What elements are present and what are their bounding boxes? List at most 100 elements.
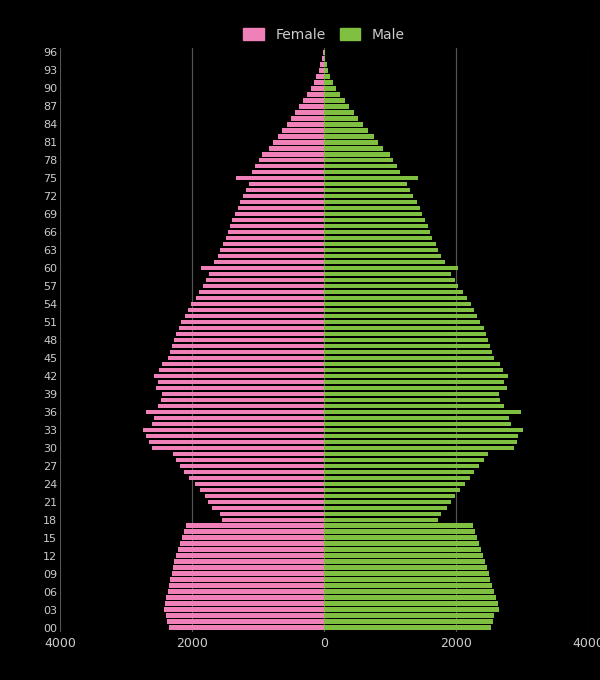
Bar [324,344,490,348]
Bar [324,284,458,288]
Bar [324,266,458,271]
Bar [176,332,324,336]
Bar [324,601,497,606]
Bar [307,92,324,97]
Bar [146,409,324,414]
Bar [324,517,437,522]
Bar [324,505,448,510]
Bar [188,308,324,312]
Bar [184,470,324,474]
Bar [179,326,324,330]
Bar [324,116,358,120]
Bar [324,583,493,588]
Legend: Female, Male: Female, Male [238,22,410,48]
Bar [324,236,432,241]
Bar [252,170,324,175]
Bar [324,541,479,546]
Bar [196,296,324,301]
Bar [214,260,324,265]
Bar [324,404,503,408]
Bar [324,530,475,534]
Bar [324,445,514,450]
Bar [324,176,418,180]
Bar [299,104,324,109]
Bar [181,320,324,324]
Bar [303,98,324,103]
Bar [324,80,333,84]
Bar [166,596,324,600]
Bar [173,566,324,570]
Bar [208,500,324,504]
Bar [324,613,494,618]
Bar [324,62,327,67]
Bar [324,434,518,438]
Bar [324,248,438,252]
Bar [324,194,413,199]
Bar [235,212,324,216]
Bar [324,146,383,150]
Bar [324,488,460,492]
Bar [324,212,422,216]
Bar [176,554,324,558]
Bar [256,164,324,169]
Bar [173,452,324,456]
Bar [324,452,488,456]
Bar [324,158,394,163]
Bar [259,158,324,163]
Bar [172,344,324,348]
Bar [146,434,324,438]
Bar [166,613,324,618]
Bar [295,110,324,114]
Bar [324,164,397,169]
Bar [324,571,489,576]
Bar [314,80,324,84]
Bar [324,415,509,420]
Bar [324,458,484,462]
Bar [324,260,445,265]
Bar [203,284,324,288]
Bar [182,535,324,540]
Bar [176,458,324,462]
Bar [165,601,324,606]
Bar [200,266,324,271]
Bar [149,439,324,444]
Bar [249,182,324,186]
Bar [194,481,324,486]
Bar [278,134,324,139]
Bar [283,128,324,133]
Bar [324,607,499,612]
Bar [324,350,493,354]
Bar [158,404,324,408]
Bar [324,362,500,367]
Bar [209,272,324,276]
Bar [324,470,475,474]
Bar [324,74,331,79]
Bar [324,56,325,61]
Bar [324,535,477,540]
Bar [262,152,324,156]
Bar [232,218,324,222]
Bar [180,464,324,468]
Bar [324,511,441,516]
Bar [244,194,324,199]
Bar [324,92,340,97]
Bar [324,379,503,384]
Bar [173,338,324,342]
Bar [212,505,324,510]
Bar [324,313,477,318]
Bar [324,619,493,624]
Bar [324,254,442,258]
Bar [159,368,324,372]
Bar [190,475,324,480]
Bar [154,374,324,378]
Bar [324,224,428,228]
Bar [324,332,487,336]
Bar [180,541,324,546]
Bar [156,386,324,390]
Bar [324,386,507,390]
Bar [170,577,324,582]
Bar [227,230,324,235]
Bar [324,326,484,330]
Bar [291,116,324,120]
Bar [324,98,345,103]
